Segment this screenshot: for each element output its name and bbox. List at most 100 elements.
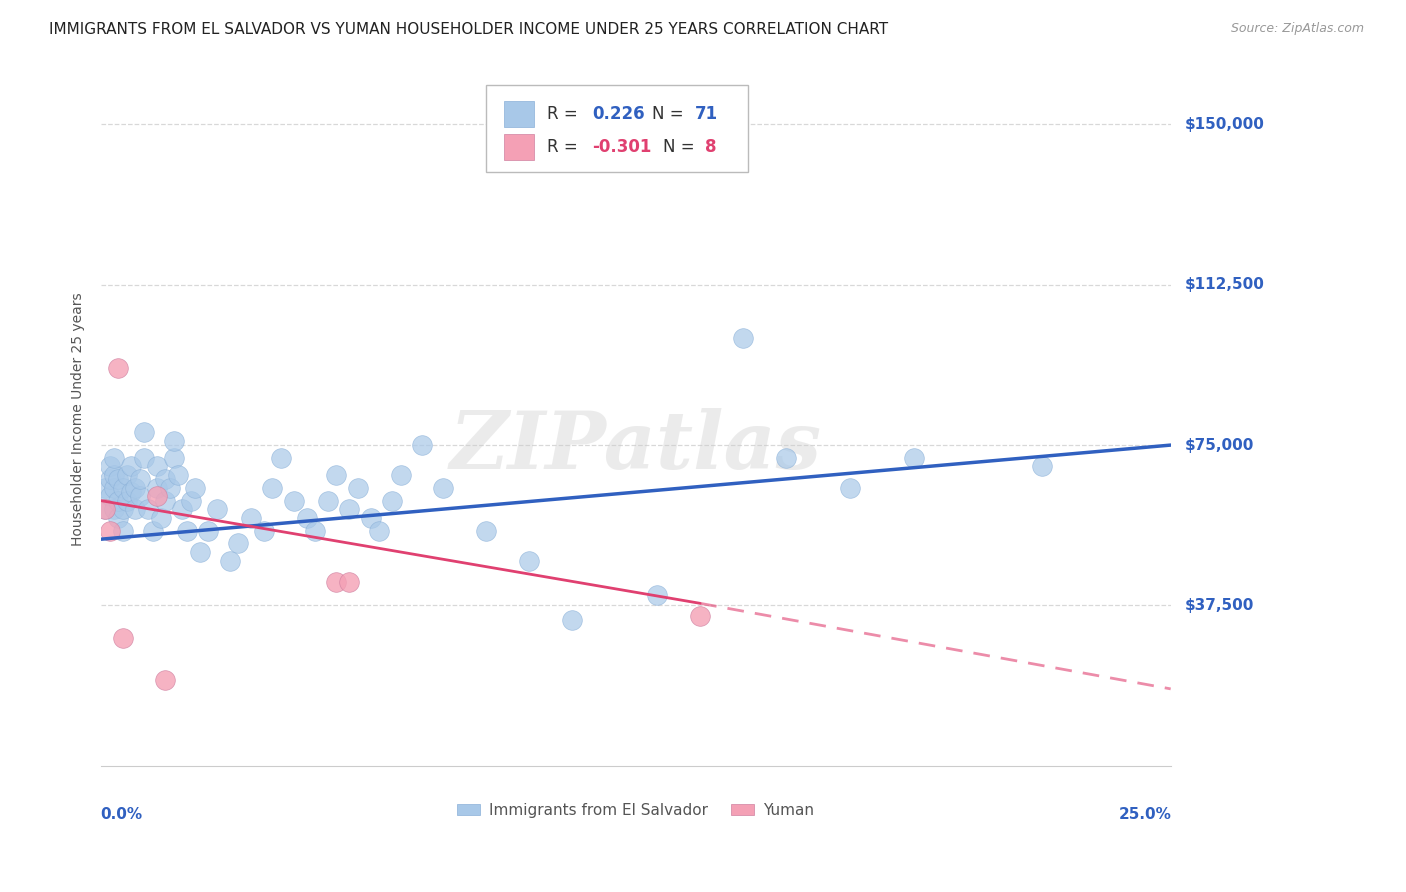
Point xyxy=(128,490,150,504)
Text: N =: N = xyxy=(662,138,695,156)
Point xyxy=(517,553,540,567)
Point xyxy=(94,502,117,516)
Point xyxy=(107,493,129,508)
Point xyxy=(98,524,121,538)
Point xyxy=(270,450,292,465)
Point xyxy=(124,502,146,516)
Point xyxy=(197,524,219,538)
Point xyxy=(205,502,228,516)
Point xyxy=(411,438,433,452)
Text: Source: ZipAtlas.com: Source: ZipAtlas.com xyxy=(1230,22,1364,36)
Point xyxy=(283,493,305,508)
Point xyxy=(155,673,177,688)
Point xyxy=(103,468,125,483)
Point xyxy=(475,524,498,538)
Point xyxy=(163,434,186,448)
Point xyxy=(304,524,326,538)
Point xyxy=(325,574,347,589)
Text: 71: 71 xyxy=(695,105,718,123)
Point xyxy=(226,536,249,550)
Point xyxy=(111,631,134,645)
Point xyxy=(94,502,117,516)
Point xyxy=(1031,459,1053,474)
Point xyxy=(360,510,382,524)
Text: R =: R = xyxy=(547,138,578,156)
Point xyxy=(262,481,284,495)
Point xyxy=(689,609,711,624)
Point xyxy=(159,481,181,495)
Text: 0.0%: 0.0% xyxy=(100,807,142,822)
Point xyxy=(136,502,159,516)
Point xyxy=(98,459,121,474)
Point xyxy=(368,524,391,538)
Text: -0.301: -0.301 xyxy=(592,138,651,156)
Point xyxy=(94,481,117,495)
Point xyxy=(176,524,198,538)
Point xyxy=(731,331,754,345)
Text: 0.226: 0.226 xyxy=(592,105,645,123)
Point xyxy=(838,481,860,495)
Point xyxy=(128,472,150,486)
Text: IMMIGRANTS FROM EL SALVADOR VS YUMAN HOUSEHOLDER INCOME UNDER 25 YEARS CORRELATI: IMMIGRANTS FROM EL SALVADOR VS YUMAN HOU… xyxy=(49,22,889,37)
Text: $37,500: $37,500 xyxy=(1185,598,1254,613)
Point xyxy=(163,450,186,465)
Point xyxy=(120,485,142,500)
Point xyxy=(389,468,412,483)
Point xyxy=(150,510,173,524)
Point xyxy=(132,450,155,465)
Point xyxy=(184,481,207,495)
FancyBboxPatch shape xyxy=(505,101,534,127)
Point xyxy=(253,524,276,538)
Point xyxy=(107,472,129,486)
Text: 25.0%: 25.0% xyxy=(1119,807,1171,822)
Point xyxy=(172,502,194,516)
Text: R =: R = xyxy=(547,105,578,123)
Point xyxy=(218,553,240,567)
Point xyxy=(337,574,360,589)
Point xyxy=(107,361,129,376)
Y-axis label: Householder Income Under 25 years: Householder Income Under 25 years xyxy=(72,293,86,546)
Point xyxy=(141,524,163,538)
FancyBboxPatch shape xyxy=(505,134,534,161)
Point xyxy=(103,481,125,495)
Text: $150,000: $150,000 xyxy=(1185,117,1264,132)
Point xyxy=(107,510,129,524)
Point xyxy=(98,490,121,504)
Point xyxy=(561,614,583,628)
Point xyxy=(98,472,121,486)
Point xyxy=(115,493,138,508)
Point xyxy=(111,502,134,516)
Legend: Immigrants from El Salvador, Yuman: Immigrants from El Salvador, Yuman xyxy=(451,797,821,824)
Text: 8: 8 xyxy=(706,138,717,156)
Point xyxy=(146,490,169,504)
Point xyxy=(188,545,211,559)
Point xyxy=(132,425,155,440)
Point xyxy=(103,450,125,465)
Text: $75,000: $75,000 xyxy=(1185,438,1254,452)
Point xyxy=(180,493,202,508)
Text: ZIPatlas: ZIPatlas xyxy=(450,409,823,486)
Point xyxy=(155,472,177,486)
Point xyxy=(325,468,347,483)
Point xyxy=(111,481,134,495)
Point xyxy=(155,493,177,508)
Point xyxy=(432,481,454,495)
Point xyxy=(295,510,318,524)
Text: $112,500: $112,500 xyxy=(1185,277,1264,293)
Point xyxy=(124,481,146,495)
Point xyxy=(381,493,404,508)
Point xyxy=(146,459,169,474)
Point xyxy=(115,468,138,483)
Point xyxy=(647,588,669,602)
Point xyxy=(167,468,190,483)
Point xyxy=(120,459,142,474)
Point xyxy=(111,524,134,538)
Point xyxy=(316,493,339,508)
Point xyxy=(775,450,797,465)
Point xyxy=(146,481,169,495)
Point xyxy=(347,481,370,495)
FancyBboxPatch shape xyxy=(486,86,748,172)
Point xyxy=(103,502,125,516)
Point xyxy=(239,510,262,524)
Point xyxy=(337,502,360,516)
